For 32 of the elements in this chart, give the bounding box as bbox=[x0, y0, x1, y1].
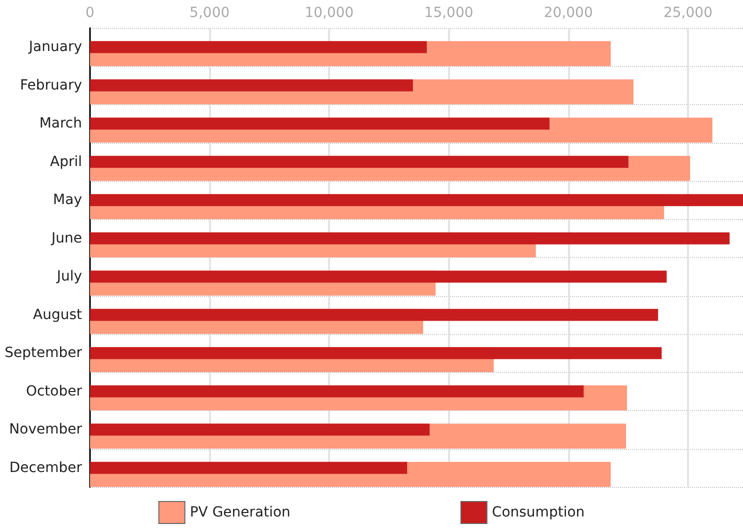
bar bbox=[90, 462, 408, 474]
legend-label: Consumption bbox=[492, 504, 585, 520]
y-tick-label: September bbox=[4, 345, 82, 362]
bar bbox=[90, 79, 413, 92]
bar bbox=[90, 156, 628, 168]
x-tick-label: 10,000 bbox=[304, 5, 354, 21]
legend-label: PV Generation bbox=[190, 504, 290, 520]
x-tick-label: 20,000 bbox=[544, 5, 593, 21]
y-tick-label: March bbox=[39, 116, 82, 132]
bar bbox=[90, 232, 730, 244]
x-tick-label: 15,000 bbox=[424, 5, 474, 21]
y-tick-label: May bbox=[53, 192, 82, 208]
x-tick-label: 5,000 bbox=[190, 5, 230, 21]
y-tick-label: June bbox=[50, 230, 82, 246]
y-tick-label: April bbox=[50, 154, 82, 170]
y-tick-label: November bbox=[9, 422, 82, 438]
bar bbox=[90, 194, 743, 206]
bar bbox=[90, 308, 658, 321]
bar bbox=[90, 385, 584, 398]
x-tick-label: 25,000 bbox=[663, 5, 712, 21]
bar bbox=[90, 41, 427, 54]
bar bbox=[90, 347, 662, 360]
y-tick-label: February bbox=[20, 77, 82, 94]
bar bbox=[90, 270, 667, 283]
x-tick-label: 0 bbox=[86, 5, 94, 21]
y-tick-label: July bbox=[56, 268, 82, 285]
bar bbox=[90, 118, 550, 130]
y-tick-label: January bbox=[28, 39, 82, 56]
y-tick-label: August bbox=[33, 306, 83, 323]
bar bbox=[90, 424, 430, 436]
y-tick-label: October bbox=[26, 383, 82, 400]
y-tick-label: December bbox=[9, 460, 82, 476]
